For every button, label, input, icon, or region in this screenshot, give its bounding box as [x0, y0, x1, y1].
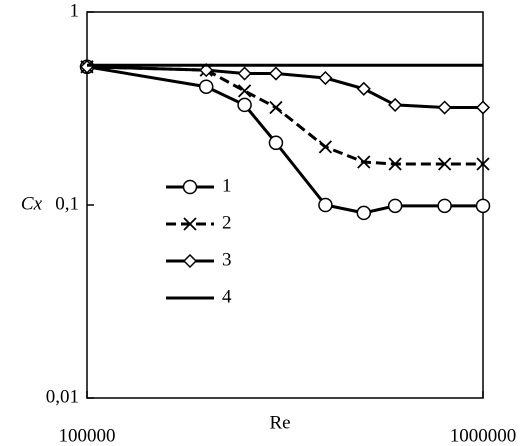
marker-x: [476, 157, 490, 171]
series-line: [86, 65, 483, 110]
marker-circle: [387, 198, 403, 214]
marker-circle: [437, 198, 452, 214]
legend-label: 2: [222, 212, 232, 233]
marker-circle: [475, 198, 491, 214]
x-axis-label: Re: [269, 412, 290, 433]
marker-diamond: [268, 66, 284, 81]
y-tick-label: 0,01: [46, 386, 79, 407]
y-tick-label: 1: [70, 0, 80, 21]
marker-circle: [356, 205, 372, 221]
marker-circle: [237, 97, 252, 113]
series-line: [86, 65, 483, 215]
x-tick-label: 1000000: [450, 425, 517, 446]
marker-diamond: [318, 70, 333, 86]
marker-diamond: [437, 100, 452, 115]
marker-x: [357, 155, 371, 169]
marker-x: [237, 84, 252, 98]
marker-circle: [318, 197, 333, 213]
marker-x: [437, 157, 452, 171]
marker-diamond: [388, 97, 403, 112]
marker-circle: [198, 79, 214, 94]
marker-diamond: [237, 66, 252, 81]
marker-diamond: [475, 100, 491, 115]
marker-x: [269, 100, 283, 115]
marker-diamond: [356, 81, 371, 96]
legend-label: 1: [222, 175, 232, 196]
y-tick-label: 0,1: [55, 193, 79, 214]
legend-marker: [182, 179, 198, 195]
marker-x: [388, 157, 402, 171]
x-tick-label: 100000: [59, 425, 116, 446]
legend-label: 3: [222, 249, 232, 270]
marker-diamond: [199, 63, 214, 78]
legend-label: 4: [222, 286, 232, 307]
series-line: [86, 65, 483, 166]
y-axis-label: Cx: [21, 193, 43, 214]
marker-x: [318, 140, 333, 154]
marker-circle: [268, 135, 284, 151]
legend-marker: [182, 253, 198, 269]
legend-marker: [183, 217, 197, 231]
